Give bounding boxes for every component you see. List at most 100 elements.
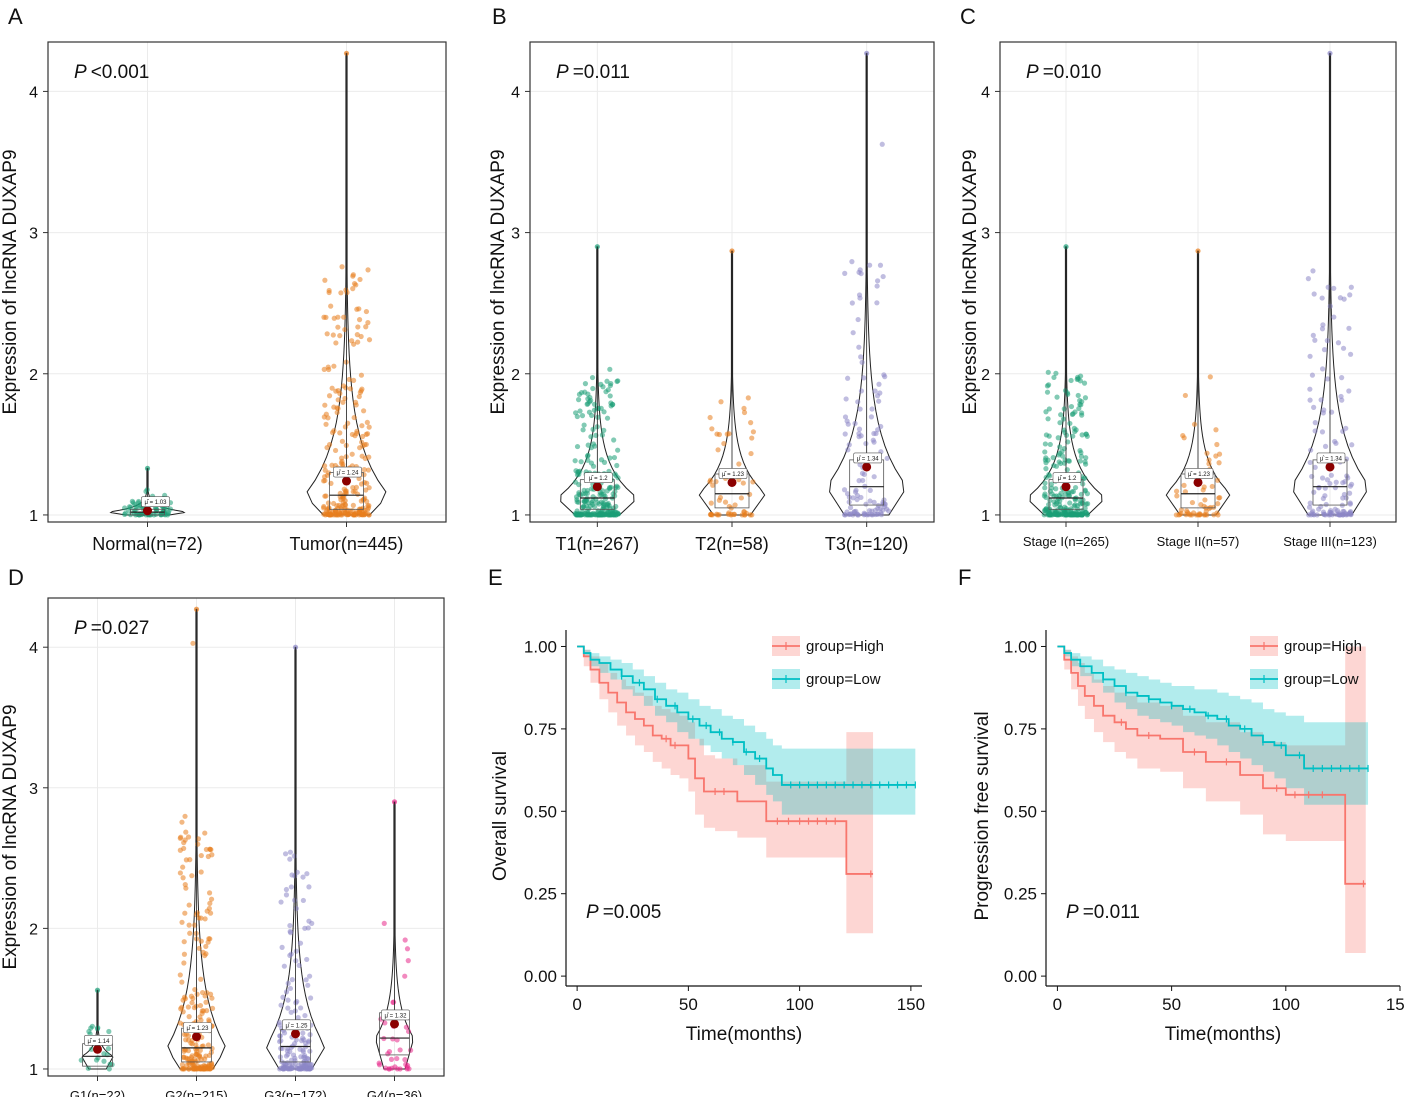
data-point	[208, 896, 215, 902]
y-tick-label: 1	[29, 1062, 38, 1079]
data-point	[189, 873, 195, 879]
y-tick-label: 1	[511, 508, 520, 525]
data-point	[328, 511, 334, 517]
y-axis-title: Expression of lncRNA DUXAP9	[960, 149, 981, 414]
data-point	[366, 454, 372, 460]
data-point	[350, 489, 356, 495]
data-point	[750, 429, 757, 435]
data-point	[333, 340, 339, 346]
data-point	[585, 457, 591, 463]
data-point	[337, 333, 343, 339]
data-point	[846, 499, 852, 505]
plot-area	[48, 598, 444, 1076]
data-point	[608, 400, 614, 406]
data-point	[1053, 370, 1059, 376]
data-point	[323, 421, 329, 427]
data-point	[351, 414, 357, 421]
data-point	[586, 506, 592, 512]
mean-point	[727, 477, 737, 487]
data-point	[276, 1019, 282, 1025]
data-point	[280, 1066, 287, 1072]
mean-point	[1325, 462, 1335, 472]
data-point	[1319, 295, 1325, 301]
data-point	[1336, 512, 1342, 518]
data-point	[1058, 460, 1064, 467]
data-point	[363, 308, 370, 315]
data-point	[302, 1040, 309, 1046]
mean-label-text: μ̂ = 1.34	[1320, 456, 1343, 462]
data-point	[293, 948, 299, 954]
data-point	[1305, 276, 1311, 282]
data-point	[1047, 441, 1053, 448]
data-point	[1216, 495, 1222, 501]
data-point	[607, 485, 613, 491]
data-point	[288, 1009, 294, 1015]
data-point	[322, 277, 328, 283]
p-value-text: =0.005	[603, 902, 662, 923]
data-point	[294, 998, 300, 1005]
data-point	[192, 922, 198, 928]
data-point	[153, 511, 159, 517]
data-point	[591, 407, 597, 413]
mean-point	[862, 462, 872, 472]
data-point	[1213, 453, 1219, 459]
data-point	[579, 413, 586, 419]
data-point	[337, 390, 343, 397]
data-point	[296, 1066, 302, 1072]
data-point	[287, 922, 293, 929]
y-tick-label: 4	[981, 84, 990, 101]
data-point	[1045, 457, 1051, 463]
data-point	[1215, 512, 1221, 518]
data-point	[288, 884, 294, 890]
plot-border	[529, 41, 935, 523]
confidence-band-low	[1057, 646, 1369, 805]
data-point	[197, 1047, 203, 1053]
data-point	[331, 428, 337, 434]
x-tick-label: Stage I(n=265)	[1023, 534, 1109, 549]
data-point	[186, 902, 192, 908]
data-point	[585, 391, 591, 397]
p-value-symbol: P	[74, 618, 87, 639]
mean-label: μ̂ = 1.03	[141, 496, 170, 508]
data-point	[402, 937, 408, 943]
data-point	[740, 480, 746, 486]
data-point	[355, 491, 361, 497]
data-point	[574, 413, 580, 420]
data-point	[590, 385, 596, 392]
data-point	[859, 359, 865, 365]
panel-letter-b: B	[492, 4, 507, 29]
survival-curve-high	[577, 645, 874, 875]
data-point	[1182, 392, 1188, 399]
data-point	[356, 509, 363, 515]
data-point	[601, 459, 608, 465]
data-point	[1041, 512, 1047, 518]
data-point	[1197, 511, 1203, 517]
data-point	[841, 487, 848, 493]
data-point	[1337, 295, 1344, 301]
mean-point	[143, 506, 152, 516]
data-point	[1309, 372, 1316, 378]
data-point	[1081, 380, 1088, 386]
data-point	[606, 503, 612, 509]
panel-c: 1 2 3 4 μ̂ = 1.2 Stage I(n=265) μ̂ = 1.23 Stage…	[960, 41, 1397, 549]
data-point	[601, 427, 607, 433]
data-point	[359, 453, 365, 459]
data-point	[1347, 292, 1353, 298]
data-point	[365, 320, 371, 326]
data-point	[185, 834, 192, 840]
data-point	[189, 1000, 195, 1006]
panel-letter-f: F	[958, 565, 971, 590]
data-point	[1060, 416, 1067, 422]
data-point	[362, 495, 368, 501]
mean-label-text: μ̂ = 1.23	[1188, 472, 1211, 478]
data-point	[287, 849, 293, 855]
data-point	[294, 869, 300, 875]
data-point	[136, 498, 142, 505]
data-point	[302, 1012, 308, 1019]
p-value-text: <0.001	[91, 62, 150, 83]
data-point	[206, 890, 213, 896]
data-point	[350, 512, 356, 518]
data-point	[1347, 351, 1354, 357]
x-axis-title: Time(months)	[1165, 1024, 1281, 1045]
data-point	[846, 442, 852, 448]
